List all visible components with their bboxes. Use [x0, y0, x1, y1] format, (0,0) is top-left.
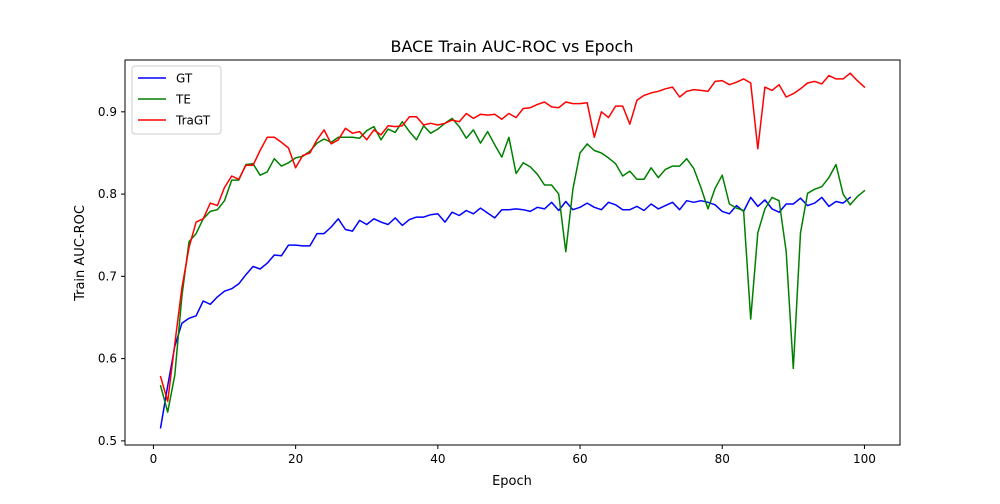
- x-tick-label: 20: [288, 452, 303, 466]
- legend: GT TE TraGT: [131, 65, 222, 135]
- x-axis-label: Epoch: [492, 474, 532, 489]
- y-tick-label: 0.7: [98, 269, 117, 283]
- legend-label-tragt: TraGT: [175, 114, 211, 128]
- x-tick-label: 80: [715, 452, 730, 466]
- y-tick-label: 0.9: [98, 105, 117, 119]
- y-tick-label: 0.5: [98, 434, 117, 448]
- series-line-te: [159, 117, 866, 413]
- x-tick-label: 60: [572, 452, 587, 466]
- plot-lines: [159, 72, 866, 429]
- y-tick-label: 0.8: [98, 187, 117, 201]
- x-tick-label: 40: [430, 452, 445, 466]
- chart-title: BACE Train AUC-ROC vs Epoch: [391, 37, 634, 56]
- series-line-tragt: [159, 72, 866, 403]
- y-axis-ticks: 0.5 0.6 0.7 0.8 0.9: [98, 105, 125, 448]
- legend-label-te: TE: [175, 93, 191, 107]
- x-axis-ticks: 0 20 40 60 80 100: [150, 445, 876, 466]
- plot-area-frame: [124, 59, 901, 446]
- y-axis-label: Train AUC-ROC: [73, 205, 88, 302]
- x-tick-label: 0: [150, 452, 158, 466]
- legend-frame: [131, 65, 222, 135]
- legend-label-gt: GT: [176, 72, 193, 86]
- y-tick-label: 0.6: [98, 352, 117, 366]
- x-tick-label: 100: [853, 452, 876, 466]
